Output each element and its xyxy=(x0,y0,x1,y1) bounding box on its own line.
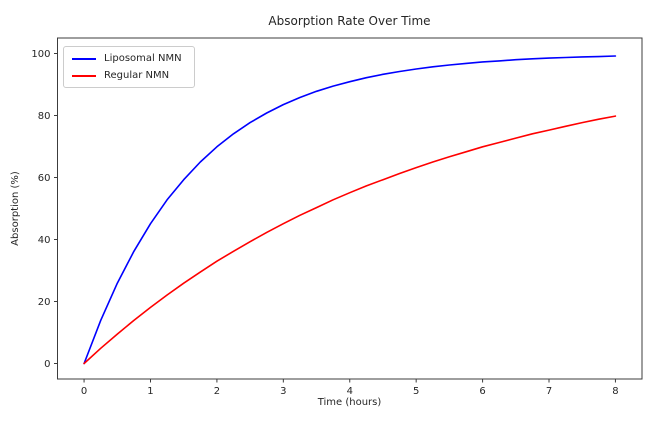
y-tick-label: 100 xyxy=(31,49,50,60)
x-tick-label: 1 xyxy=(147,386,153,397)
legend-label-liposomal-nmn: Liposomal NMN xyxy=(104,53,182,64)
curve-regular-nmn xyxy=(83,115,617,365)
x-tick-label: 8 xyxy=(612,386,618,397)
y-axis-label: Absorption (%) xyxy=(9,171,21,246)
x-tick-label: 2 xyxy=(214,386,220,397)
x-tick-label: 7 xyxy=(546,386,552,397)
y-axis-label-wrap: Absorption (%) xyxy=(6,38,24,379)
axes-spines xyxy=(57,37,643,380)
y-tick-label: 20 xyxy=(38,297,51,308)
legend-line-red xyxy=(72,74,96,77)
curve-liposomal-nmn xyxy=(83,55,617,365)
legend-line-blue xyxy=(72,57,96,60)
y-tick-label: 40 xyxy=(38,235,51,246)
legend-item-regular-nmn: Regular NMN xyxy=(72,69,186,82)
x-tick-label: 0 xyxy=(81,386,87,397)
y-tick-label: 0 xyxy=(44,359,50,370)
y-tick-label: 60 xyxy=(38,173,51,184)
x-tick-label: 3 xyxy=(280,386,286,397)
legend: Liposomal NMN Regular NMN xyxy=(63,46,195,88)
x-tick-label: 5 xyxy=(413,386,419,397)
legend-item-liposomal-nmn: Liposomal NMN xyxy=(72,52,186,65)
x-tick-label: 6 xyxy=(479,386,485,397)
x-axis-label: Time (hours) xyxy=(317,397,382,408)
y-tick-label: 80 xyxy=(38,111,51,122)
chart-title: Absorption Rate Over Time xyxy=(268,14,431,28)
x-tick-label: 4 xyxy=(347,386,353,397)
legend-label-regular-nmn: Regular NMN xyxy=(104,70,170,81)
